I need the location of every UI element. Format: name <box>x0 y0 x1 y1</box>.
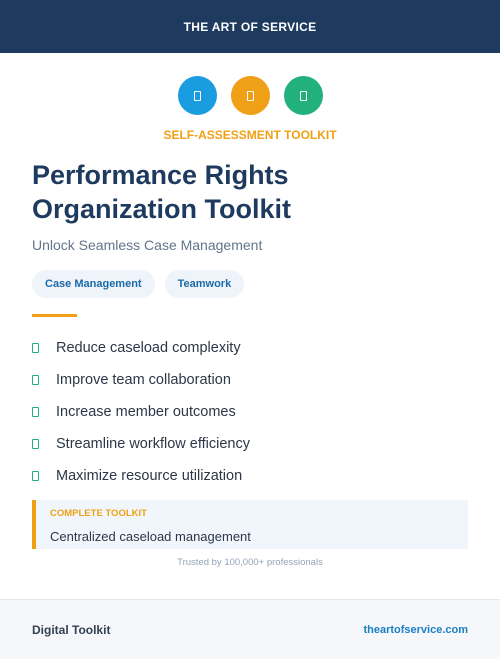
benefit-text: Streamline workflow efficiency <box>56 436 250 452</box>
check-icon <box>32 471 39 481</box>
tag-teamwork[interactable]: Teamwork <box>164 270 245 298</box>
list-item: Reduce caseload complexity <box>32 332 250 364</box>
title-line-1: Performance Rights <box>32 160 289 190</box>
footer-bar: Digital Toolkit theartofservice.com <box>0 599 500 659</box>
document-icon <box>299 90 307 101</box>
website-link[interactable]: theartofservice.com <box>363 623 468 636</box>
benefit-text: Maximize resource utilization <box>56 468 243 484</box>
check-icon <box>32 439 39 449</box>
page-title: Performance Rights Organization Toolkit <box>32 158 472 226</box>
list-item: Streamline workflow efficiency <box>32 428 250 460</box>
check-icon <box>32 343 39 353</box>
list-item: Increase member outcomes <box>32 396 250 428</box>
document-icon <box>246 90 254 101</box>
top-banner: THE ART OF SERVICE <box>0 0 500 53</box>
benefit-text: Improve team collaboration <box>56 372 231 388</box>
benefit-text: Increase member outcomes <box>56 404 236 420</box>
trust-note: Trusted by 100,000+ professionals <box>177 557 323 568</box>
tag-case-management[interactable]: Case Management <box>32 270 155 298</box>
brand-name: THE ART OF SERVICE <box>183 19 317 34</box>
title-line-2: Organization Toolkit <box>32 194 291 224</box>
eyebrow-label: SELF-ASSESSMENT TOOLKIT <box>163 128 337 142</box>
benefit-list: Reduce caseload complexity Improve team … <box>32 332 250 492</box>
icon-row <box>0 76 500 115</box>
callout-text: Centralized caseload management <box>50 529 251 544</box>
icon-badge-blue <box>177 76 217 115</box>
list-item: Maximize resource utilization <box>32 460 250 492</box>
callout-heading: COMPLETE TOOLKIT <box>50 508 147 519</box>
document-icon <box>193 90 201 101</box>
subtitle: Unlock Seamless Case Management <box>32 237 263 253</box>
icon-badge-green <box>283 76 323 115</box>
tag-list: Case Management Teamwork <box>32 270 245 298</box>
toolkit-callout: COMPLETE TOOLKIT Centralized caseload ma… <box>32 500 468 549</box>
icon-badge-orange <box>230 76 270 115</box>
check-icon <box>32 375 39 385</box>
check-icon <box>32 407 39 417</box>
list-item: Improve team collaboration <box>32 364 250 396</box>
accent-divider <box>32 314 77 317</box>
benefit-text: Reduce caseload complexity <box>56 340 241 356</box>
footer-label: Digital Toolkit <box>32 622 111 637</box>
